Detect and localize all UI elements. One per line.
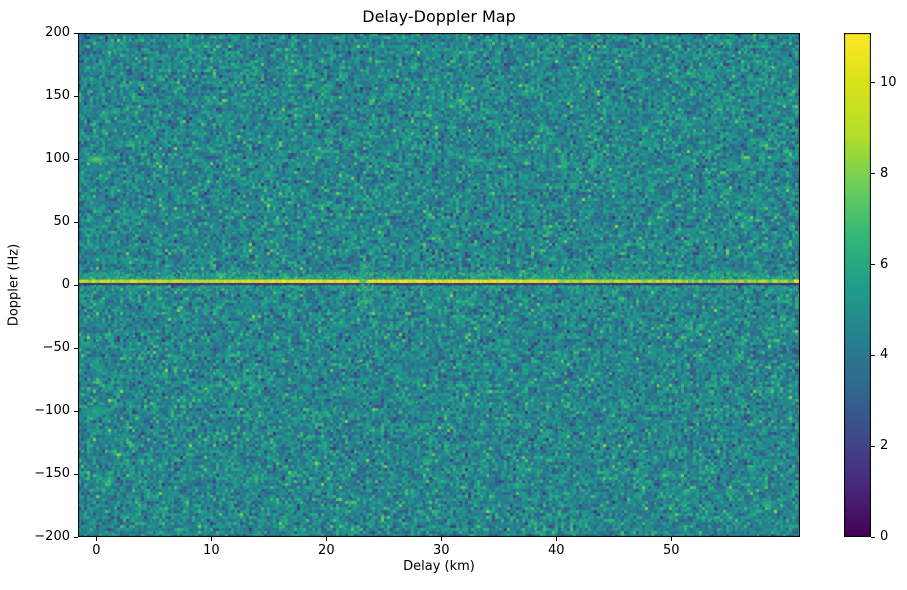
y-tick-label: −100 xyxy=(34,403,70,418)
colorbar-tick-mark xyxy=(871,173,875,175)
colorbar-tick-mark xyxy=(871,445,875,447)
x-axis-label: Delay (km) xyxy=(403,559,475,574)
y-tick-label: −50 xyxy=(42,340,70,355)
y-tick-label: −150 xyxy=(34,466,70,481)
x-tick-mark xyxy=(440,537,442,541)
y-tick-mark xyxy=(74,32,78,34)
chart-title: Delay-Doppler Map xyxy=(362,7,516,26)
y-tick-mark xyxy=(74,536,78,538)
colorbar-tick-label: 6 xyxy=(880,256,889,272)
y-tick-mark xyxy=(74,221,78,223)
y-tick-mark xyxy=(74,347,78,349)
colorbar-tick-label: 4 xyxy=(880,347,889,363)
x-tick-label: 0 xyxy=(92,543,101,558)
colorbar-tick-label: 2 xyxy=(880,438,889,454)
colorbar-tick-mark xyxy=(871,354,875,356)
y-tick-label: 150 xyxy=(45,88,70,103)
colorbar-tick-mark xyxy=(871,82,875,84)
y-tick-mark xyxy=(74,95,78,97)
x-tick-label: 20 xyxy=(318,543,335,558)
colorbar-gradient xyxy=(844,33,871,537)
colorbar-tick-mark xyxy=(871,264,875,266)
x-tick-label: 30 xyxy=(433,543,450,558)
colorbar-tick-label: 8 xyxy=(880,165,889,181)
x-tick-label: 40 xyxy=(547,543,565,558)
y-axis-label: Doppler (Hz) xyxy=(6,243,22,327)
x-tick-mark xyxy=(95,537,97,541)
y-tick-mark xyxy=(74,158,78,160)
x-tick-label: 50 xyxy=(662,543,680,558)
x-tick-label: 10 xyxy=(203,543,220,558)
y-tick-label: 100 xyxy=(45,151,70,166)
x-tick-mark xyxy=(670,537,672,541)
y-tick-label: 50 xyxy=(53,214,70,229)
x-tick-mark xyxy=(325,537,327,541)
y-tick-label: 200 xyxy=(45,25,70,40)
x-tick-mark xyxy=(210,537,212,541)
y-tick-label: 0 xyxy=(61,277,70,292)
delay-doppler-heatmap xyxy=(78,33,800,537)
x-tick-mark xyxy=(555,537,557,541)
colorbar-tick-label: 10 xyxy=(880,74,897,90)
colorbar-tick-mark xyxy=(871,536,875,538)
y-tick-label: −200 xyxy=(34,529,70,544)
y-tick-mark xyxy=(74,410,78,412)
colorbar-tick-label: 0 xyxy=(880,529,889,544)
y-tick-mark xyxy=(74,473,78,475)
y-tick-mark xyxy=(74,284,78,286)
